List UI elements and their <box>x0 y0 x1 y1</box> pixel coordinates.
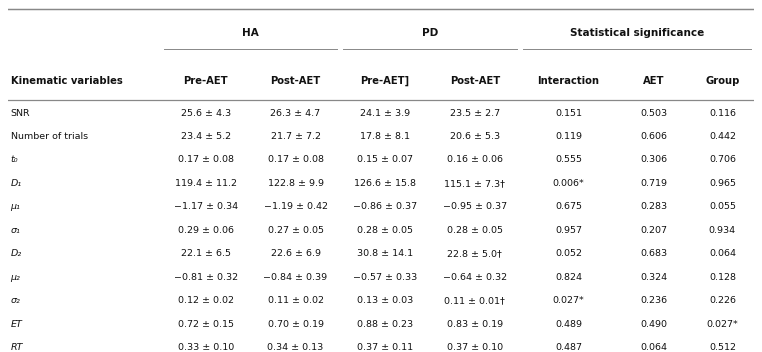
Text: 0.226: 0.226 <box>709 296 736 305</box>
Text: 0.37 ± 0.10: 0.37 ± 0.10 <box>447 343 503 352</box>
Text: 0.119: 0.119 <box>555 132 582 141</box>
Text: 25.6 ± 4.3: 25.6 ± 4.3 <box>181 108 231 118</box>
Text: 0.324: 0.324 <box>640 273 668 282</box>
Text: 0.719: 0.719 <box>641 179 668 188</box>
Text: 22.1 ± 6.5: 22.1 ± 6.5 <box>181 249 231 258</box>
Text: 0.957: 0.957 <box>555 226 582 235</box>
Text: μ₁: μ₁ <box>11 202 21 211</box>
Text: 0.052: 0.052 <box>555 249 582 258</box>
Text: 0.34 ± 0.13: 0.34 ± 0.13 <box>267 343 324 352</box>
Text: 0.503: 0.503 <box>640 108 668 118</box>
Text: 0.064: 0.064 <box>709 249 736 258</box>
Text: 22.8 ± 5.0†: 22.8 ± 5.0† <box>447 249 502 258</box>
Text: −1.17 ± 0.34: −1.17 ± 0.34 <box>174 202 238 211</box>
Text: 0.28 ± 0.05: 0.28 ± 0.05 <box>447 226 503 235</box>
Text: Kinematic variables: Kinematic variables <box>11 76 123 86</box>
Text: 0.151: 0.151 <box>555 108 582 118</box>
Text: −0.64 ± 0.32: −0.64 ± 0.32 <box>443 273 507 282</box>
Text: −0.86 ± 0.37: −0.86 ± 0.37 <box>353 202 418 211</box>
Text: 17.8 ± 8.1: 17.8 ± 8.1 <box>360 132 410 141</box>
Text: D₂: D₂ <box>11 249 22 258</box>
Text: 0.027*: 0.027* <box>552 296 584 305</box>
Text: 0.70 ± 0.19: 0.70 ± 0.19 <box>267 320 324 329</box>
Text: 23.4 ± 5.2: 23.4 ± 5.2 <box>181 132 231 141</box>
Text: 119.4 ± 11.2: 119.4 ± 11.2 <box>175 179 237 188</box>
Text: 0.683: 0.683 <box>640 249 668 258</box>
Text: 122.8 ± 9.9: 122.8 ± 9.9 <box>267 179 324 188</box>
Text: 0.824: 0.824 <box>555 273 582 282</box>
Text: Post-AET: Post-AET <box>271 76 321 86</box>
Text: 0.128: 0.128 <box>709 273 736 282</box>
Text: 0.16 ± 0.06: 0.16 ± 0.06 <box>447 156 503 164</box>
Text: t₀: t₀ <box>11 156 18 164</box>
Text: σ₁: σ₁ <box>11 226 21 235</box>
Text: 30.8 ± 14.1: 30.8 ± 14.1 <box>357 249 413 258</box>
Text: −0.81 ± 0.32: −0.81 ± 0.32 <box>174 273 238 282</box>
Text: 0.83 ± 0.19: 0.83 ± 0.19 <box>447 320 503 329</box>
Text: Pre-AET]: Pre-AET] <box>360 76 410 86</box>
Text: 0.512: 0.512 <box>709 343 736 352</box>
Text: 0.72 ± 0.15: 0.72 ± 0.15 <box>178 320 234 329</box>
Text: 0.306: 0.306 <box>640 156 668 164</box>
Text: 21.7 ± 7.2: 21.7 ± 7.2 <box>271 132 321 141</box>
Text: ET: ET <box>11 320 22 329</box>
Text: 0.487: 0.487 <box>555 343 582 352</box>
Text: Pre-AET: Pre-AET <box>184 76 229 86</box>
Text: 115.1 ± 7.3†: 115.1 ± 7.3† <box>444 179 505 188</box>
Text: Group: Group <box>706 76 740 86</box>
Text: RT: RT <box>11 343 23 352</box>
Text: 24.1 ± 3.9: 24.1 ± 3.9 <box>360 108 410 118</box>
Text: 26.3 ± 4.7: 26.3 ± 4.7 <box>271 108 321 118</box>
Text: 0.490: 0.490 <box>641 320 668 329</box>
Text: 0.11 ± 0.01†: 0.11 ± 0.01† <box>444 296 505 305</box>
Text: 20.6 ± 5.3: 20.6 ± 5.3 <box>450 132 500 141</box>
Text: Interaction: Interaction <box>537 76 600 86</box>
Text: 0.37 ± 0.11: 0.37 ± 0.11 <box>357 343 413 352</box>
Text: 0.15 ± 0.07: 0.15 ± 0.07 <box>357 156 413 164</box>
Text: 0.12 ± 0.02: 0.12 ± 0.02 <box>178 296 234 305</box>
Text: 0.027*: 0.027* <box>706 320 738 329</box>
Text: 0.13 ± 0.03: 0.13 ± 0.03 <box>357 296 413 305</box>
Text: 0.17 ± 0.08: 0.17 ± 0.08 <box>267 156 324 164</box>
Text: 0.88 ± 0.23: 0.88 ± 0.23 <box>357 320 413 329</box>
Text: 0.555: 0.555 <box>555 156 582 164</box>
Text: SNR: SNR <box>11 108 30 118</box>
Text: HA: HA <box>242 28 259 38</box>
Text: 23.5 ± 2.7: 23.5 ± 2.7 <box>450 108 500 118</box>
Text: 0.29 ± 0.06: 0.29 ± 0.06 <box>178 226 234 235</box>
Text: 0.006*: 0.006* <box>552 179 584 188</box>
Text: 0.27 ± 0.05: 0.27 ± 0.05 <box>267 226 324 235</box>
Text: 126.6 ± 15.8: 126.6 ± 15.8 <box>354 179 416 188</box>
Text: 0.116: 0.116 <box>709 108 736 118</box>
Text: Post-AET: Post-AET <box>450 76 500 86</box>
Text: μ₂: μ₂ <box>11 273 21 282</box>
Text: 0.606: 0.606 <box>641 132 668 141</box>
Text: 0.489: 0.489 <box>555 320 582 329</box>
Text: 0.064: 0.064 <box>641 343 668 352</box>
Text: 0.236: 0.236 <box>640 296 668 305</box>
Text: 0.675: 0.675 <box>555 202 582 211</box>
Text: −0.84 ± 0.39: −0.84 ± 0.39 <box>264 273 328 282</box>
Text: 0.706: 0.706 <box>709 156 736 164</box>
Text: AET: AET <box>643 76 664 86</box>
Text: 0.283: 0.283 <box>640 202 668 211</box>
Text: Statistical significance: Statistical significance <box>570 28 704 38</box>
Text: −0.57 ± 0.33: −0.57 ± 0.33 <box>353 273 418 282</box>
Text: σ₂: σ₂ <box>11 296 21 305</box>
Text: 0.965: 0.965 <box>709 179 736 188</box>
Text: 0.055: 0.055 <box>709 202 736 211</box>
Text: 0.28 ± 0.05: 0.28 ± 0.05 <box>357 226 413 235</box>
Text: 0.442: 0.442 <box>709 132 736 141</box>
Text: 0.17 ± 0.08: 0.17 ± 0.08 <box>178 156 234 164</box>
Text: Number of trials: Number of trials <box>11 132 88 141</box>
Text: 0.934: 0.934 <box>709 226 736 235</box>
Text: −1.19 ± 0.42: −1.19 ± 0.42 <box>264 202 328 211</box>
Text: PD: PD <box>422 28 438 38</box>
Text: 0.33 ± 0.10: 0.33 ± 0.10 <box>178 343 234 352</box>
Text: 0.207: 0.207 <box>641 226 668 235</box>
Text: D₁: D₁ <box>11 179 22 188</box>
Text: −0.95 ± 0.37: −0.95 ± 0.37 <box>443 202 507 211</box>
Text: 22.6 ± 6.9: 22.6 ± 6.9 <box>271 249 321 258</box>
Text: 0.11 ± 0.02: 0.11 ± 0.02 <box>267 296 324 305</box>
